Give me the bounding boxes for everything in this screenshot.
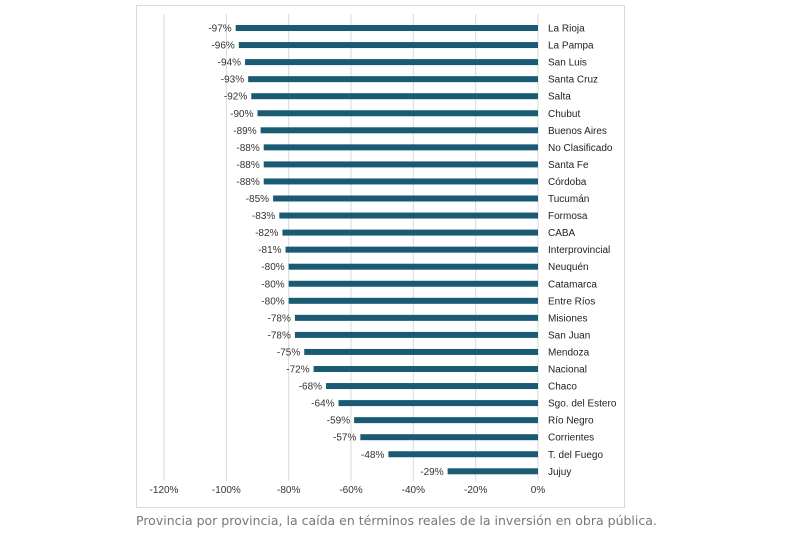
bar [288,280,538,287]
bar [285,246,538,253]
data-label: -97% [208,24,231,35]
category-label: Mendoza [548,347,590,358]
category-label: Formosa [548,211,588,222]
category-label: Tucumán [548,194,589,205]
bar [338,400,538,407]
bar [257,110,538,117]
chart-caption: Provincia por provincia, la caída en tér… [136,513,657,528]
category-label: CABA [548,228,576,239]
bar [263,161,538,168]
bar [326,383,538,390]
data-label: -78% [268,313,291,324]
category-label: Catamarca [548,279,597,290]
category-label: Salta [548,92,571,103]
data-label: -29% [420,467,443,478]
x-tick-label: -60% [339,485,362,496]
data-label: -80% [261,296,284,307]
data-label: -88% [236,177,259,188]
category-label: San Juan [548,330,590,341]
category-label: Neuquén [548,262,589,273]
bar [288,297,538,304]
x-tick-label: -100% [212,485,241,496]
bar [235,25,538,31]
data-label: -78% [268,330,291,341]
category-label: Nacional [548,365,587,376]
category-label: Buenos Aires [548,126,607,137]
category-label: San Luis [548,58,587,69]
x-tick-label: -20% [464,485,487,496]
data-label: -57% [333,433,356,444]
data-label: -89% [233,126,256,137]
bar [313,366,538,372]
bar [360,434,538,441]
x-tick-label: -120% [150,485,179,496]
category-label: Misiones [548,313,587,324]
bar [354,417,538,424]
category-label: La Rioja [548,24,585,35]
category-label: Santa Fe [548,160,589,171]
bar [279,212,538,219]
bar [288,263,538,270]
category-label: Jujuy [548,467,571,478]
data-label: -80% [261,279,284,290]
bar [447,468,538,475]
category-label: No Clasificado [548,143,613,154]
category-label: Entre Ríos [548,296,595,307]
data-label: -90% [230,109,253,120]
data-label: -68% [299,382,322,393]
category-label: Corrientes [548,433,594,444]
bar [248,76,538,83]
bar [304,348,538,355]
chart-plot: -120% -100% -80% -60% -40% -20% 0% -97% La Rioja… [150,14,617,496]
x-tick-label: -80% [277,485,300,496]
data-label: -80% [261,262,284,273]
category-label: Río Negro [548,416,594,427]
data-label: -48% [361,450,384,461]
data-label: -92% [224,92,247,103]
bar [260,127,538,134]
category-label: Chubut [548,109,580,120]
category-label: T. del Fuego [548,450,603,461]
category-label: Santa Cruz [548,75,598,86]
bar [294,331,538,338]
data-label: -81% [258,245,281,256]
bar [282,229,538,236]
bar [238,42,539,49]
bar [251,93,538,100]
x-tick-label: -40% [402,485,425,496]
data-label: -64% [311,399,334,410]
chart-frame: -120% -100% -80% -60% -40% -20% 0% -97% La Rioja… [136,5,625,508]
data-label: -96% [211,41,234,52]
data-label: -82% [255,228,278,239]
bar [245,59,538,66]
category-label: Córdoba [548,177,587,188]
data-label: -85% [246,194,269,205]
data-label: -83% [252,211,275,222]
category-label: Interprovincial [548,245,610,256]
data-label: -75% [277,347,300,358]
bar [263,144,538,151]
bar [388,451,538,458]
data-label: -72% [286,365,309,376]
category-label: La Pampa [548,41,594,52]
category-label: Sgo. del Estero [548,399,617,410]
data-label: -59% [327,416,350,427]
data-label: -88% [236,160,259,171]
bar [273,195,538,202]
x-tick-label: 0% [531,485,546,496]
bar [263,178,538,185]
category-label: Chaco [548,382,577,393]
bar [294,314,538,321]
data-label: -93% [221,75,244,86]
data-label: -88% [236,143,259,154]
data-label: -94% [218,58,241,69]
